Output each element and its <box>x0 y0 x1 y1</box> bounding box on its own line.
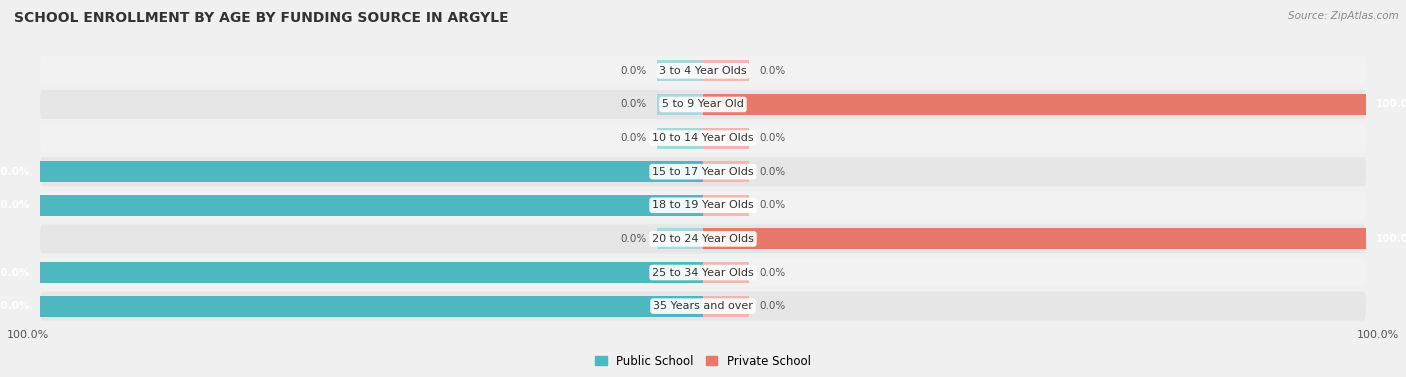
Text: 0.0%: 0.0% <box>620 133 647 143</box>
Text: 0.0%: 0.0% <box>620 100 647 109</box>
Bar <box>703 161 749 182</box>
Bar <box>657 60 703 81</box>
Text: 100.0%: 100.0% <box>1357 330 1399 340</box>
Text: 100.0%: 100.0% <box>0 200 30 210</box>
Text: 20 to 24 Year Olds: 20 to 24 Year Olds <box>652 234 754 244</box>
Text: 0.0%: 0.0% <box>759 268 786 277</box>
Text: 0.0%: 0.0% <box>759 167 786 177</box>
Text: 35 Years and over: 35 Years and over <box>652 301 754 311</box>
Text: SCHOOL ENROLLMENT BY AGE BY FUNDING SOURCE IN ARGYLE: SCHOOL ENROLLMENT BY AGE BY FUNDING SOUR… <box>14 11 509 25</box>
Text: 15 to 17 Year Olds: 15 to 17 Year Olds <box>652 167 754 177</box>
Text: 0.0%: 0.0% <box>759 200 786 210</box>
Bar <box>41 195 703 216</box>
FancyBboxPatch shape <box>41 292 1365 320</box>
Text: 0.0%: 0.0% <box>759 133 786 143</box>
FancyBboxPatch shape <box>41 191 1365 220</box>
Text: 0.0%: 0.0% <box>620 66 647 76</box>
Bar <box>657 94 703 115</box>
Bar <box>703 195 749 216</box>
Text: 10 to 14 Year Olds: 10 to 14 Year Olds <box>652 133 754 143</box>
FancyBboxPatch shape <box>41 57 1365 85</box>
Bar <box>41 262 703 283</box>
Text: 0.0%: 0.0% <box>759 301 786 311</box>
FancyBboxPatch shape <box>41 157 1365 186</box>
Text: 100.0%: 100.0% <box>0 301 30 311</box>
Text: 5 to 9 Year Old: 5 to 9 Year Old <box>662 100 744 109</box>
Bar <box>41 296 703 317</box>
Text: 100.0%: 100.0% <box>0 268 30 277</box>
Bar <box>657 128 703 149</box>
Legend: Public School, Private School: Public School, Private School <box>591 350 815 372</box>
Bar <box>703 94 1365 115</box>
Bar <box>703 228 1365 249</box>
Text: 25 to 34 Year Olds: 25 to 34 Year Olds <box>652 268 754 277</box>
Bar <box>703 296 749 317</box>
FancyBboxPatch shape <box>41 124 1365 153</box>
Bar <box>703 128 749 149</box>
Text: 18 to 19 Year Olds: 18 to 19 Year Olds <box>652 200 754 210</box>
Text: 100.0%: 100.0% <box>1376 100 1406 109</box>
Text: 0.0%: 0.0% <box>759 66 786 76</box>
Text: 0.0%: 0.0% <box>620 234 647 244</box>
Text: 3 to 4 Year Olds: 3 to 4 Year Olds <box>659 66 747 76</box>
Bar <box>657 228 703 249</box>
Bar <box>703 262 749 283</box>
FancyBboxPatch shape <box>41 258 1365 287</box>
Text: 100.0%: 100.0% <box>0 167 30 177</box>
Text: 100.0%: 100.0% <box>1376 234 1406 244</box>
FancyBboxPatch shape <box>41 224 1365 253</box>
Bar <box>41 161 703 182</box>
FancyBboxPatch shape <box>41 90 1365 119</box>
Text: 100.0%: 100.0% <box>7 330 49 340</box>
Text: Source: ZipAtlas.com: Source: ZipAtlas.com <box>1288 11 1399 21</box>
Bar <box>703 60 749 81</box>
